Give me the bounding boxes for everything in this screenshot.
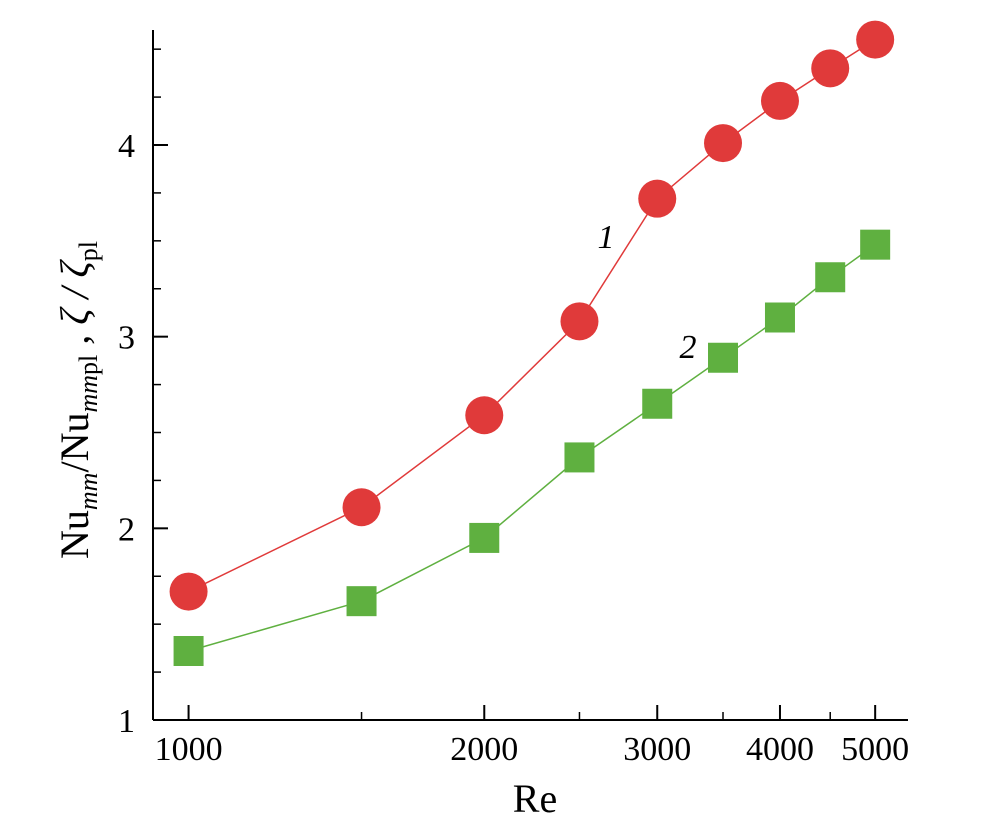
y-axis-title-zeta: , ζ / ζ <box>52 258 97 354</box>
y-axis-title-sub-mm2: mm <box>74 375 103 413</box>
x-tick-label-1000: 1000 <box>155 731 223 768</box>
series-2-point-4500 <box>815 262 846 293</box>
y-axis-title-nu: Nu <box>52 510 97 559</box>
axes: 1000 2000 3000 4000 5000 1 2 3 4 <box>118 30 909 768</box>
x-tick-label-3000: 3000 <box>623 731 691 768</box>
series-2-label: 2 <box>680 329 697 366</box>
x-axis-title: Re <box>513 776 557 821</box>
series-1-point-3000 <box>638 179 677 218</box>
x-tick-label-4000: 4000 <box>746 731 814 768</box>
y-axis-title-sub-pl: pl <box>74 355 103 375</box>
series-2-point-5000 <box>860 229 891 260</box>
series-1-point-2500 <box>560 302 599 341</box>
series-2-point-3000 <box>642 388 673 419</box>
y-tick-label-1: 1 <box>118 703 135 740</box>
series-1-point-1500 <box>342 488 381 527</box>
y-tick-label-4: 4 <box>118 128 135 165</box>
series-1-point-3500 <box>704 124 743 163</box>
series-2-point-1000 <box>173 636 204 666</box>
series-1-point-5000 <box>856 20 895 59</box>
series-1-point-2000 <box>465 396 504 435</box>
y-tick-label-3: 3 <box>118 320 135 357</box>
series-1 <box>169 20 895 611</box>
series-2-point-2500 <box>564 442 595 473</box>
series-1-point-4500 <box>811 49 850 88</box>
y-axis-title-slash-nu: /Nu <box>52 413 97 473</box>
y-axis-title: Numm/Nummpl , ζ / ζpl <box>52 241 103 559</box>
series-2-point-3500 <box>708 342 739 373</box>
series-layer <box>169 20 895 666</box>
series-1-point-1000 <box>169 572 208 611</box>
series-1-point-4000 <box>760 81 799 120</box>
y-axis-title-sub-pl2: pl <box>74 241 103 261</box>
x-tick-label-2000: 2000 <box>450 731 518 768</box>
series-2-point-4000 <box>764 302 795 333</box>
y-tick-label-2: 2 <box>118 511 135 548</box>
series-2-point-1500 <box>346 586 377 617</box>
series-2-point-2000 <box>469 522 500 553</box>
y-axis-title-sub-mm: mm <box>74 473 103 511</box>
labels-layer: Re Numm/Nummpl , ζ / ζpl 1 2 <box>52 219 697 821</box>
series-1-label: 1 <box>598 219 615 256</box>
x-tick-label-5000: 5000 <box>841 731 909 768</box>
series-2 <box>173 229 891 666</box>
